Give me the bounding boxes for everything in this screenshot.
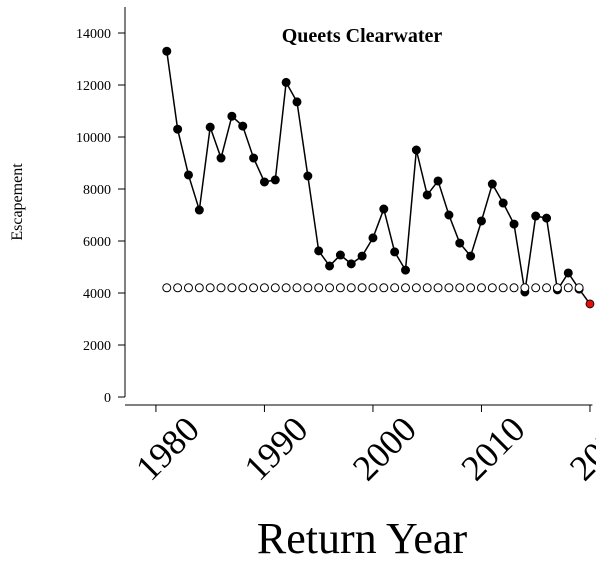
- data-point: [390, 283, 400, 293]
- data-point: [162, 46, 172, 56]
- y-tick-label: 0: [104, 391, 111, 406]
- data-point: [542, 283, 552, 293]
- y-tick-label: 6000: [83, 235, 111, 250]
- data-point: [194, 205, 204, 215]
- data-point: [183, 170, 193, 180]
- data-point: [368, 233, 378, 243]
- data-point: [390, 247, 400, 257]
- chart-title: Queets Clearwater: [282, 25, 443, 47]
- y-tick-label: 8000: [83, 183, 111, 198]
- x-axis-label: Return Year: [257, 514, 468, 561]
- data-point: [401, 265, 411, 275]
- data-point: [509, 283, 519, 293]
- data-point: [281, 77, 291, 87]
- series-line: [166, 51, 591, 305]
- data-point: [314, 283, 324, 293]
- x-tick-label: 2020: [562, 409, 596, 488]
- data-point: [259, 283, 269, 293]
- data-point: [162, 283, 172, 293]
- data-point: [368, 283, 378, 293]
- data-point: [205, 283, 215, 293]
- data-point: [194, 283, 204, 293]
- data-point: [249, 153, 259, 163]
- y-axis-label: Escapement: [9, 163, 26, 241]
- data-point: [411, 145, 421, 155]
- data-point: [314, 246, 324, 256]
- data-point: [379, 283, 389, 293]
- y-tick-label: 12000: [76, 79, 111, 94]
- x-tick-label: 1980: [128, 409, 207, 488]
- data-point: [292, 97, 302, 107]
- data-point: [531, 283, 541, 293]
- data-point: [173, 283, 183, 293]
- data-point: [303, 283, 313, 293]
- data-point: [444, 210, 454, 220]
- x-tick-label: 2010: [453, 409, 532, 488]
- data-point: [411, 283, 421, 293]
- data-point: [455, 238, 465, 248]
- data-point: [335, 283, 345, 293]
- data-point: [466, 251, 476, 261]
- data-point: [292, 283, 302, 293]
- data-point: [357, 283, 367, 293]
- data-point: [574, 283, 584, 293]
- data-point: [183, 283, 193, 293]
- data-point: [205, 122, 215, 132]
- data-point: [270, 283, 280, 293]
- data-point: [498, 283, 508, 293]
- data-point: [563, 268, 573, 278]
- data-point: [585, 299, 595, 309]
- data-point: [498, 198, 508, 208]
- x-tick-label: 1990: [236, 409, 315, 488]
- data-point: [281, 283, 291, 293]
- data-point: [335, 250, 345, 260]
- data-point: [357, 251, 367, 261]
- data-point: [216, 153, 226, 163]
- data-point: [444, 283, 454, 293]
- data-point: [216, 283, 226, 293]
- y-tick-label: 10000: [76, 131, 111, 146]
- data-point: [401, 283, 411, 293]
- data-point: [466, 283, 476, 293]
- data-point: [476, 283, 486, 293]
- data-point: [173, 124, 183, 134]
- data-point: [520, 283, 530, 293]
- data-point: [422, 190, 432, 200]
- data-point: [487, 283, 497, 293]
- data-point: [476, 216, 486, 226]
- data-point: [531, 211, 541, 221]
- data-point: [346, 283, 356, 293]
- data-point: [238, 283, 248, 293]
- data-point: [433, 176, 443, 186]
- data-point: [270, 175, 280, 185]
- y-tick-label: 2000: [83, 339, 111, 354]
- data-point: [238, 121, 248, 131]
- data-point: [487, 179, 497, 189]
- y-tick-label: 4000: [83, 287, 111, 302]
- data-point: [542, 213, 552, 223]
- data-point: [346, 259, 356, 269]
- data-point: [455, 283, 465, 293]
- data-point: [249, 283, 259, 293]
- data-point: [379, 204, 389, 214]
- y-tick-label: 14000: [76, 27, 111, 42]
- data-point: [325, 261, 335, 271]
- x-tick-label: 2000: [345, 409, 424, 488]
- data-point: [433, 283, 443, 293]
- data-point: [325, 283, 335, 293]
- data-point: [227, 283, 237, 293]
- data-point: [259, 177, 269, 187]
- data-point: [422, 283, 432, 293]
- data-point: [552, 283, 562, 293]
- data-point: [227, 111, 237, 121]
- data-point: [563, 283, 573, 293]
- data-point: [509, 219, 519, 229]
- data-point: [303, 171, 313, 181]
